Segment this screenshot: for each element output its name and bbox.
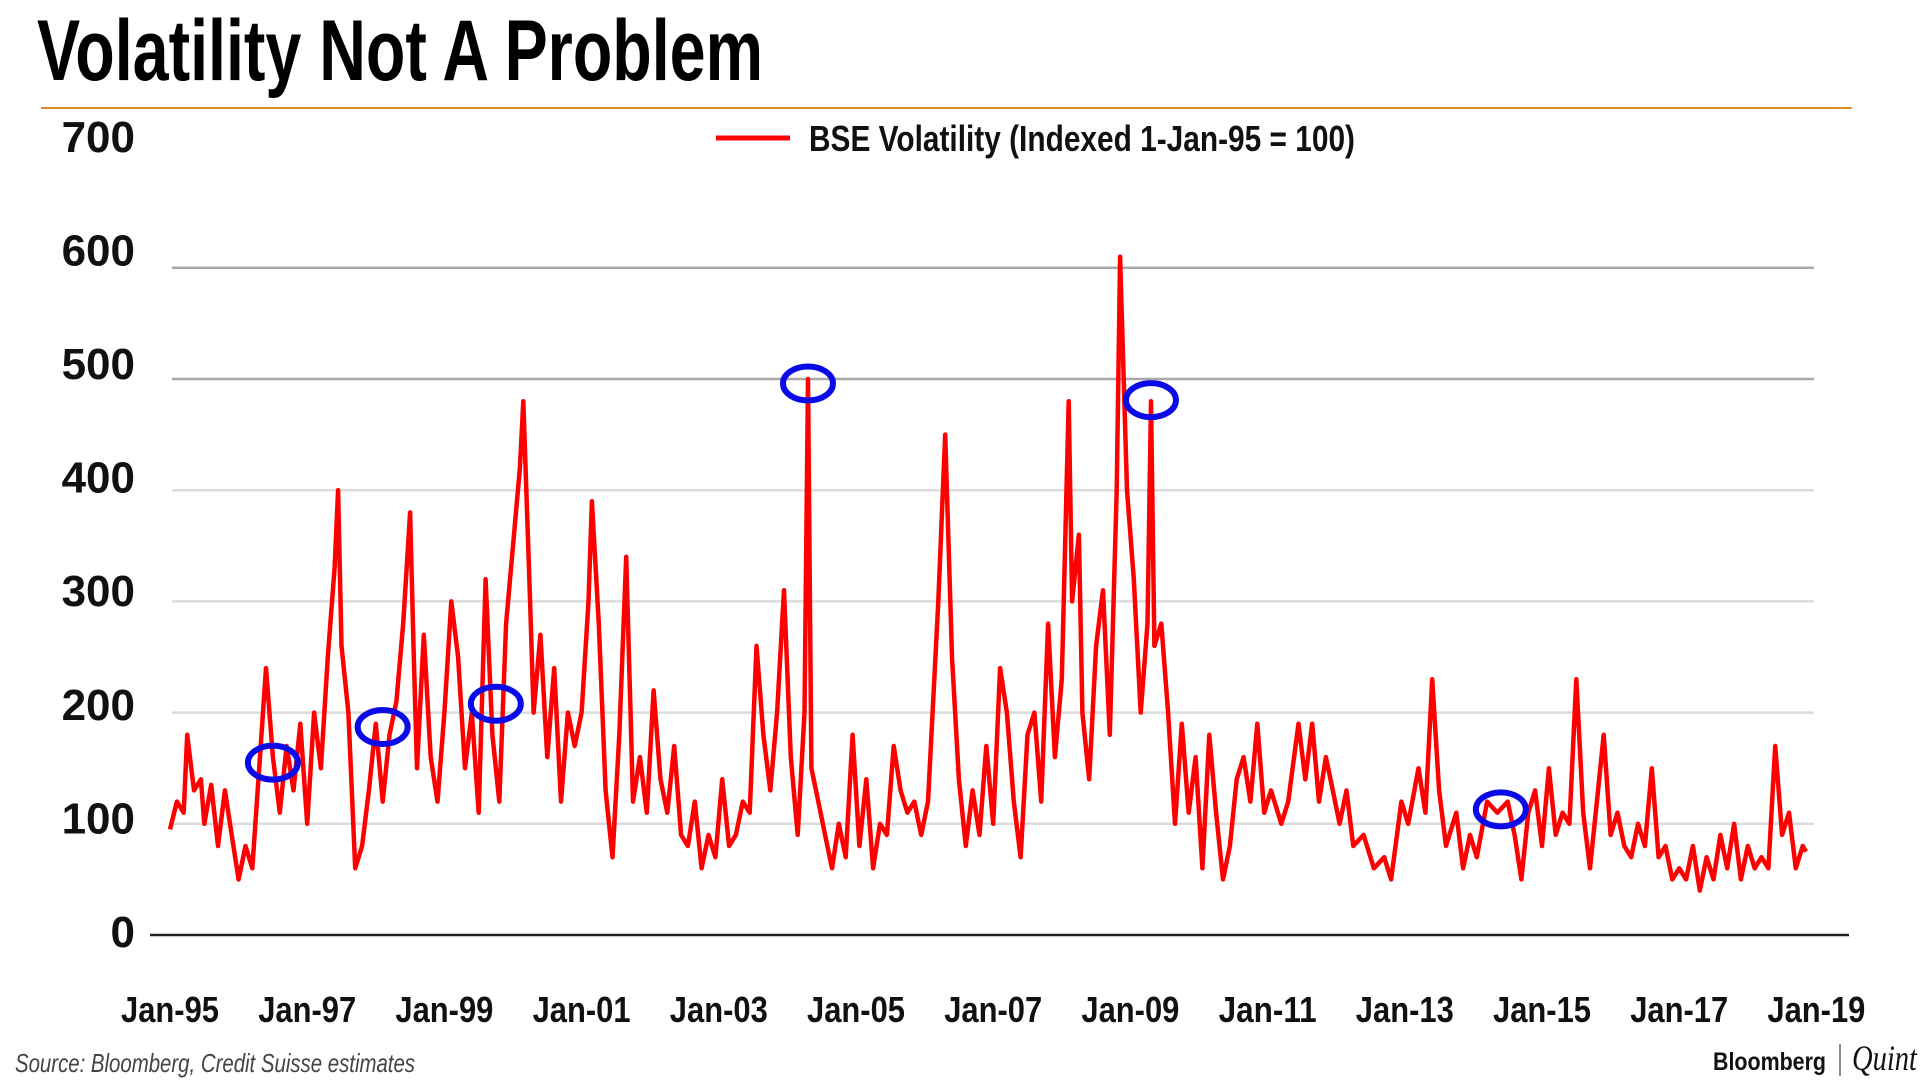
highlight-circle [1122,380,1179,421]
y-tick-label: 300 [62,567,135,616]
bloomberg-quint-logo: Bloomberg Quint [1713,1038,1918,1078]
annotation-circles [244,363,1529,830]
x-tick-label: Jan-03 [670,989,768,1030]
x-tick-label: Jan-97 [258,989,356,1030]
x-tick-label: Jan-05 [807,989,905,1030]
y-tick-label: 600 [62,226,135,275]
highlight-circle [779,363,836,404]
x-tick-label: Jan-15 [1493,989,1591,1030]
logo-bloomberg: Bloomberg [1713,1048,1826,1076]
x-tick-label: Jan-19 [1767,989,1865,1030]
y-tick-label: 500 [62,340,135,389]
x-tick-label: Jan-17 [1630,989,1728,1030]
x-tick-label: Jan-13 [1356,989,1454,1030]
legend: BSE Volatility (Indexed 1-Jan-95 = 100) [716,118,1355,159]
x-tick-label: Jan-01 [533,989,631,1030]
x-axis-labels: Jan-95 Jan-97 Jan-99 Jan-01 Jan-03 Jan-05 Jan-… [121,989,1865,1030]
x-tick-label: Jan-99 [395,989,493,1030]
x-tick-label: Jan-07 [944,989,1042,1030]
highlight-circle [244,742,301,783]
x-tick-label: Jan-95 [121,989,219,1030]
legend-label: BSE Volatility (Indexed 1-Jan-95 = 100) [809,118,1355,159]
y-tick-label: 200 [62,681,135,730]
x-tick-label: Jan-11 [1219,989,1317,1030]
y-tick-label: 700 [62,113,135,162]
y-tick-label: 400 [62,454,135,503]
highlight-circle [467,683,524,724]
y-tick-label: 0 [111,908,135,957]
highlight-circle [1472,789,1529,830]
x-tick-label: Jan-09 [1081,989,1179,1030]
highlight-circle [354,707,411,748]
logo-quint: Quint [1852,1038,1918,1078]
chart-title: Volatility Not A Problem [37,3,763,99]
y-tick-label: 100 [62,794,135,843]
series-line-bse-volatility [167,254,1809,893]
source-note: Source: Bloomberg, Credit Suisse estimat… [15,1048,415,1078]
y-axis-labels: 0 100 200 300 400 500 600 700 [62,113,135,957]
